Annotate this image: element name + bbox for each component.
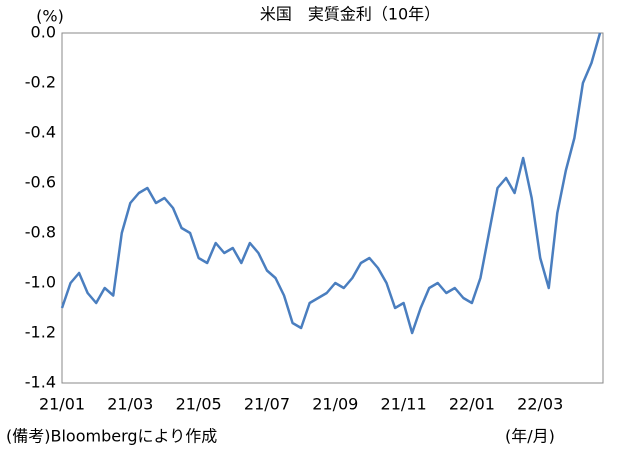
y-tick-label: 0.0 bbox=[31, 23, 56, 42]
x-tick-label: 21/05 bbox=[176, 395, 222, 414]
x-tick-label: 21/07 bbox=[244, 395, 290, 414]
plot-frame bbox=[61, 32, 604, 384]
y-tick-label: -1.4 bbox=[25, 373, 56, 392]
x-tick-label: 21/11 bbox=[381, 395, 427, 414]
y-tick-label: -1.2 bbox=[25, 323, 56, 342]
x-tick-label: 21/03 bbox=[107, 395, 153, 414]
y-tick-label: -1.0 bbox=[25, 273, 56, 292]
x-tick-label: 22/03 bbox=[517, 395, 563, 414]
y-tick-label: -0.6 bbox=[25, 173, 56, 192]
x-tick-label: 21/09 bbox=[312, 395, 358, 414]
x-unit: (年/月) bbox=[505, 427, 555, 446]
x-tick-label: 21/01 bbox=[39, 395, 85, 414]
y-tick-label: -0.2 bbox=[25, 73, 56, 92]
y-tick-label: -0.4 bbox=[25, 123, 56, 142]
y-unit: (%) bbox=[36, 7, 64, 26]
note: (備考)Bloombergにより作成 bbox=[6, 427, 217, 446]
x-tick-label: 22/01 bbox=[449, 395, 495, 414]
data-line bbox=[60, 32, 602, 335]
chart-title: 米国 実質金利（10年） bbox=[260, 5, 440, 24]
y-tick-label: -0.8 bbox=[25, 223, 56, 242]
